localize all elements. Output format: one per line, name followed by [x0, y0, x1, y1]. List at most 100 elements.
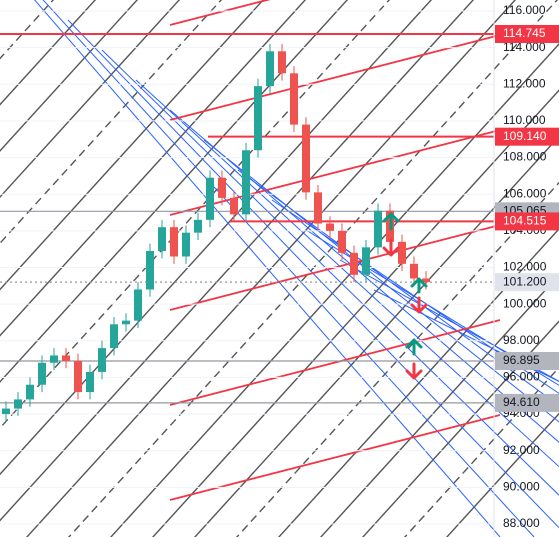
candle-body — [206, 177, 214, 220]
price-label-bg — [495, 393, 559, 412]
fan-line-blue — [135, 79, 559, 468]
y-tick-label: 88.000 — [503, 516, 540, 530]
channel-line — [169, 34, 501, 121]
down-arrow — [405, 362, 423, 380]
price-label: 114.745 — [503, 26, 546, 40]
candle-body — [182, 232, 190, 257]
candle-body — [314, 192, 322, 224]
candle-body — [134, 289, 142, 321]
fan-line-blue — [34, 0, 501, 537]
candle-body — [230, 197, 238, 215]
price-label: 104.515 — [503, 214, 547, 228]
y-tick-label: 98.000 — [503, 333, 540, 347]
candle-body — [158, 227, 166, 252]
signals — [382, 212, 428, 380]
down-arrow — [410, 296, 428, 314]
plot — [0, 10, 494, 525]
up-arrow — [410, 277, 428, 294]
fan-line-blue — [101, 49, 559, 496]
candle-body — [26, 384, 34, 400]
down-arrow — [382, 238, 400, 257]
candle-body — [326, 223, 334, 231]
fan-line-blue — [42, 0, 535, 537]
candle-body — [170, 227, 178, 257]
candle-body — [14, 399, 22, 409]
candle-body — [122, 320, 130, 325]
candle-body — [86, 371, 94, 393]
candle-body — [362, 247, 370, 275]
candle-body — [410, 263, 418, 279]
candle-body — [302, 124, 310, 193]
y-tick-label: 100.000 — [503, 296, 547, 310]
candle-body — [266, 51, 274, 87]
candle-body — [350, 252, 358, 275]
fan-line — [0, 0, 391, 430]
candle-body — [278, 51, 286, 74]
y-tick-label: 92.000 — [503, 443, 540, 457]
y-tick-label: 112.000 — [503, 76, 546, 90]
fan-line — [0, 0, 475, 522]
candle-body — [254, 86, 262, 151]
fan-line-blue — [305, 229, 559, 386]
y-tick-label: 106.000 — [503, 186, 547, 200]
candle-body — [50, 355, 58, 363]
candle-body — [242, 150, 250, 215]
fan-line — [445, 412, 559, 537]
fan-line — [235, 181, 559, 537]
candle-body — [290, 73, 298, 125]
up-arrow — [405, 338, 423, 356]
candle-body — [194, 219, 202, 233]
fan-line — [0, 0, 307, 337]
y-tick-label: 96.000 — [503, 370, 540, 384]
candle-body — [62, 355, 70, 361]
price-label: 109.140 — [503, 129, 547, 143]
candle-body — [38, 362, 46, 385]
candle-body — [218, 177, 226, 198]
fan-line — [0, 0, 97, 106]
price-label-bg — [495, 24, 559, 43]
fan-line — [0, 0, 181, 199]
fan-line — [277, 227, 559, 537]
y-tick-label: 116.000 — [503, 3, 546, 17]
candle-body — [110, 324, 118, 349]
candle-body — [338, 230, 346, 253]
candle-body — [2, 408, 10, 415]
fan-line — [0, 0, 349, 383]
fan-line — [193, 135, 559, 537]
fan-line — [151, 89, 559, 537]
fan-line — [0, 0, 433, 476]
price-label: 96.895 — [503, 353, 540, 367]
price-label-bg — [495, 273, 559, 292]
price-label-bg — [495, 352, 559, 371]
candle-body — [374, 210, 382, 248]
candle-body — [146, 251, 154, 290]
price-label: 101.200 — [503, 274, 547, 288]
candle-body — [98, 348, 106, 372]
fan-line — [361, 320, 559, 537]
price-axis: 88.00090.00092.00094.00096.00098.000100.… — [495, 3, 559, 530]
up-arrow — [382, 212, 400, 231]
channel-line — [169, 319, 501, 406]
fan-line — [67, 0, 559, 537]
y-tick-label: 114.000 — [503, 40, 546, 54]
fan-line — [319, 274, 559, 537]
price-label-bg — [495, 212, 559, 231]
fan-line — [0, 0, 223, 245]
fan-line — [0, 0, 265, 291]
candle-body — [74, 360, 82, 393]
price-label: 94.610 — [503, 395, 540, 409]
y-tick-label: 110.000 — [503, 113, 546, 127]
y-tick-label: 108.000 — [503, 150, 547, 164]
y-tick-label: 90.000 — [503, 480, 540, 494]
candle-body — [398, 241, 406, 264]
fan-line — [0, 0, 139, 152]
candle-body — [422, 278, 430, 283]
price-label-bg — [495, 127, 559, 146]
fan-line — [25, 0, 517, 537]
y-tick-label: 102.000 — [503, 260, 547, 274]
channel-line — [169, 129, 501, 216]
channel-line — [169, 414, 501, 501]
